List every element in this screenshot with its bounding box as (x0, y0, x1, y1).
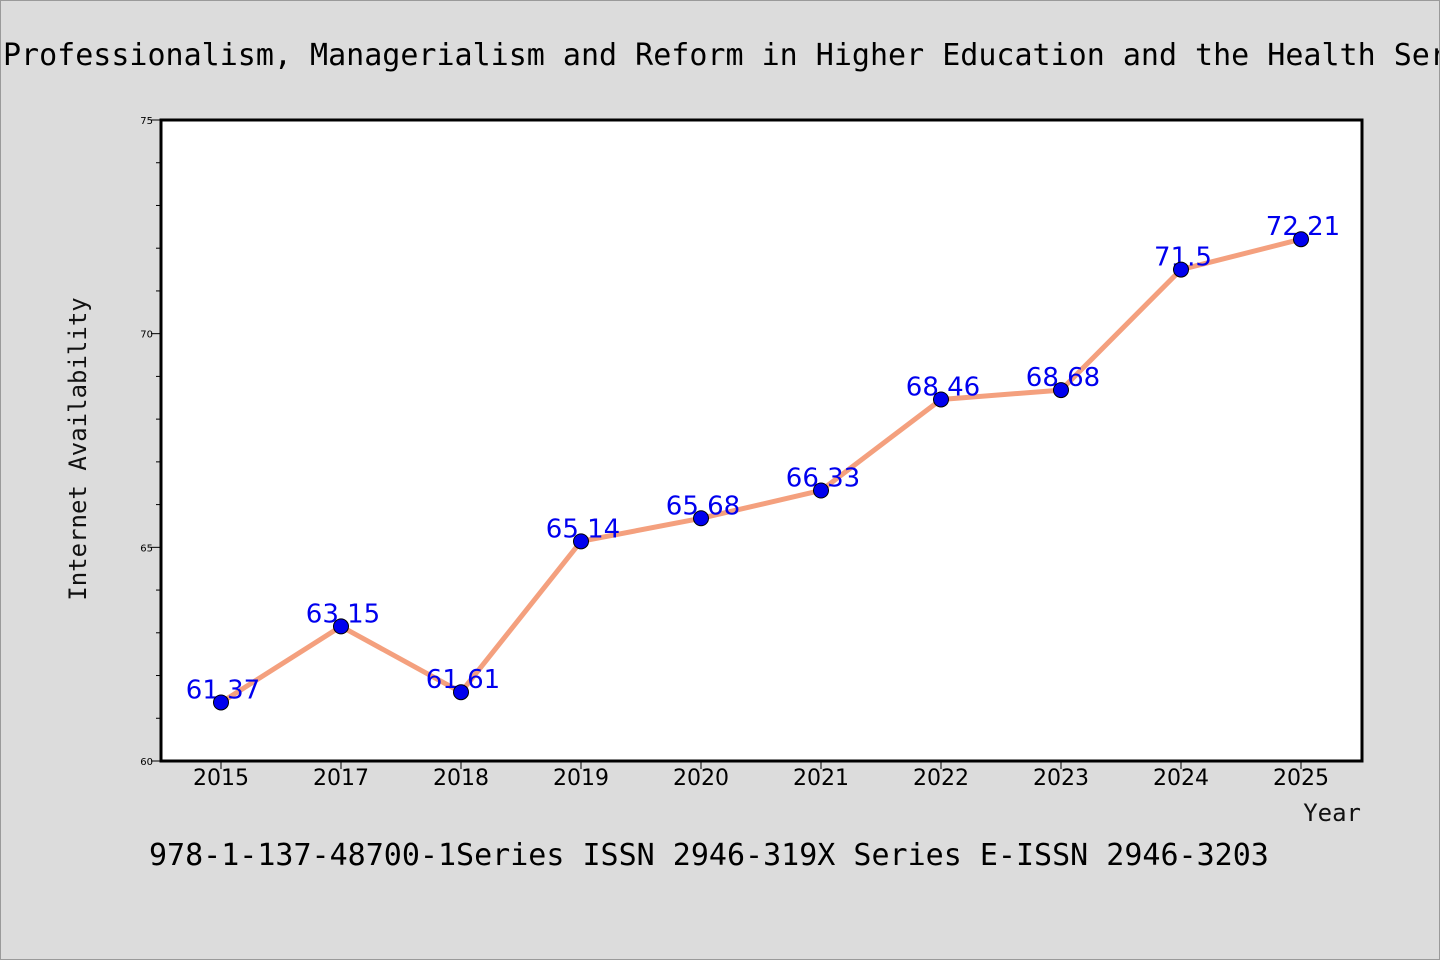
x-tick-label: 2022 (913, 766, 969, 791)
x-tick-label: 2020 (673, 766, 729, 791)
x-axis-title: Year (1303, 799, 1361, 827)
data-point (573, 533, 589, 550)
data-point (1053, 382, 1069, 399)
x-tick-label: 2017 (313, 766, 369, 791)
data-point (333, 618, 349, 635)
y-tick-label: 75 (140, 116, 153, 127)
footer-isbn-issn: 978-1-137-48700-1Series ISSN 2946-319X S… (149, 838, 1269, 873)
data-point (213, 694, 229, 711)
data-point (1293, 231, 1309, 248)
y-tick-label: 65 (140, 543, 153, 554)
x-tick-label: 2019 (553, 766, 609, 791)
data-point (813, 482, 829, 499)
plot-area (159, 118, 1364, 763)
chart-title: Professionalism, Managerialism and Refor… (3, 38, 1440, 73)
data-point (1173, 261, 1189, 278)
x-tick-label: 2025 (1273, 766, 1329, 791)
x-tick-label: 2018 (433, 766, 489, 791)
y-tick-label: 70 (140, 330, 153, 341)
x-tick-label: 2023 (1033, 766, 1089, 791)
series-line (218, 236, 1304, 705)
y-axis-title: Internet Availability (64, 297, 92, 600)
data-point (933, 391, 949, 408)
x-tick-label: 2015 (193, 766, 249, 791)
x-tick-label: 2024 (1153, 766, 1209, 791)
data-point (693, 510, 709, 527)
x-tick-label: 2021 (793, 766, 849, 791)
data-point (453, 684, 469, 701)
y-axis: 60 65 70 75 (140, 116, 161, 768)
y-tick-label: 60 (140, 757, 153, 768)
x-axis: 2015 2017 2018 2019 2020 2021 2022 2023 2024 2025 (193, 761, 1329, 791)
